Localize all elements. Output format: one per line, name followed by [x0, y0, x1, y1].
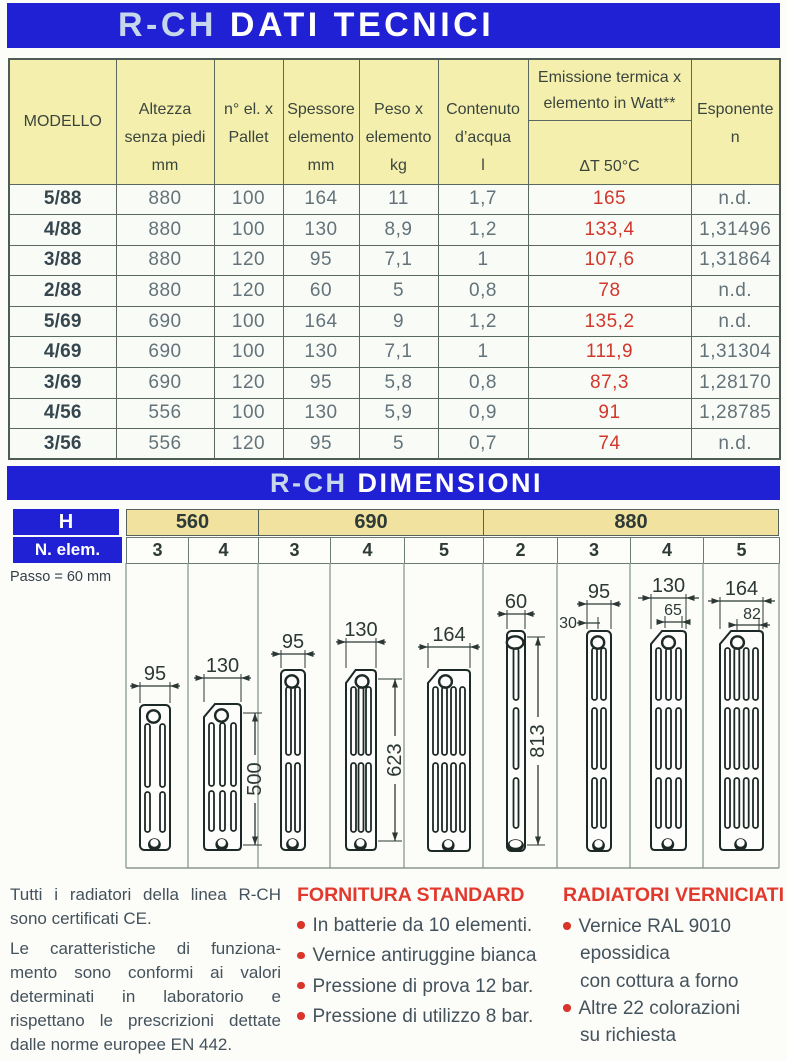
svg-text:500: 500 — [244, 762, 266, 795]
svg-text:623: 623 — [384, 743, 406, 776]
svg-text:130: 130 — [206, 655, 239, 677]
svg-text:130: 130 — [652, 575, 685, 597]
svg-text:65: 65 — [664, 602, 682, 619]
svg-text:30: 30 — [559, 615, 577, 632]
svg-text:95: 95 — [144, 663, 166, 685]
svg-text:130: 130 — [344, 619, 377, 641]
svg-text:95: 95 — [588, 581, 610, 603]
svg-text:164: 164 — [725, 578, 758, 600]
svg-text:164: 164 — [432, 624, 465, 646]
svg-text:95: 95 — [282, 631, 304, 653]
svg-text:60: 60 — [505, 591, 527, 613]
svg-text:813: 813 — [527, 724, 549, 757]
svg-text:82: 82 — [743, 606, 761, 623]
